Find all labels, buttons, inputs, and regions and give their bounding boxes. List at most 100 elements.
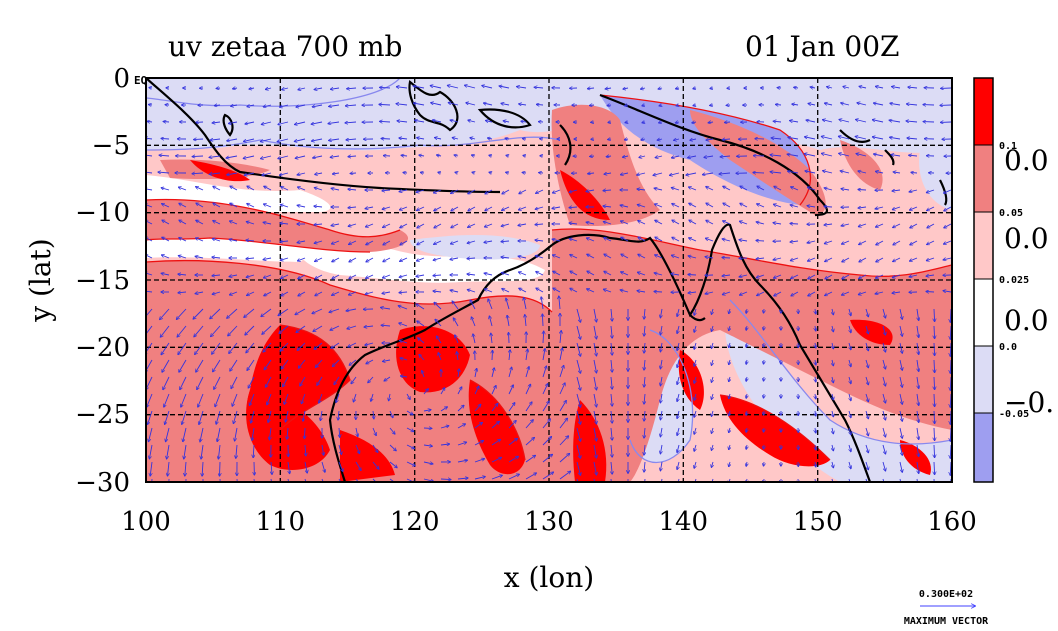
wind-vector — [271, 461, 272, 474]
wind-vector — [907, 138, 918, 139]
wind-vector — [623, 156, 629, 157]
wind-vector — [415, 120, 425, 122]
wind-vector — [637, 291, 646, 292]
wind-vector — [468, 206, 476, 211]
wind-vector — [839, 120, 850, 123]
wind-vector — [502, 206, 510, 210]
wind-vector — [236, 444, 237, 458]
wind-vector — [542, 419, 550, 429]
wind-vector — [677, 427, 679, 435]
wind-vector — [430, 86, 442, 89]
wind-vector — [842, 257, 850, 262]
wind-vector — [674, 139, 680, 140]
wind-vector — [832, 427, 833, 434]
wind-vector — [722, 239, 731, 242]
wind-vector — [245, 325, 255, 335]
wind-vector — [729, 393, 730, 399]
wind-vector — [474, 477, 485, 480]
wind-vector — [642, 122, 645, 123]
wind-vector — [720, 156, 731, 157]
wind-vector — [950, 325, 951, 339]
wind-vector — [314, 188, 323, 191]
wind-vector — [161, 138, 170, 139]
wind-vector — [440, 388, 445, 395]
wind-vector — [729, 308, 730, 314]
wind-vector — [315, 274, 323, 279]
wind-vector — [917, 359, 919, 371]
colorbar-small-label: -0.05 — [999, 409, 1029, 420]
wind-vector — [672, 156, 680, 158]
wind-vector — [672, 204, 680, 208]
wind-vector — [398, 306, 408, 310]
wind-vector — [893, 257, 901, 262]
wind-vector — [559, 296, 560, 310]
wind-vector — [319, 393, 323, 403]
wind-vector — [399, 138, 408, 139]
wind-vector — [950, 461, 951, 475]
wind-vector — [315, 173, 323, 174]
wind-vector — [693, 88, 696, 89]
wind-vector — [849, 461, 851, 469]
wind-vector — [501, 223, 510, 226]
wind-vector — [593, 325, 597, 339]
wind-vector — [764, 359, 765, 364]
wind-vector — [468, 223, 476, 227]
wind-vector — [773, 258, 782, 260]
wind-vector — [296, 104, 306, 107]
wind-vector — [542, 454, 552, 463]
wind-vector — [603, 206, 612, 207]
wind-vector — [588, 173, 595, 174]
wind-vector — [248, 376, 255, 388]
wind-vector — [380, 87, 391, 88]
wind-vector — [576, 359, 581, 373]
wind-vector — [644, 376, 645, 387]
wind-vector — [355, 478, 359, 482]
wind-vector — [403, 173, 408, 174]
wind-vector — [457, 424, 465, 429]
wind-vector — [508, 439, 517, 446]
wind-vector — [262, 172, 272, 175]
wind-vector — [468, 120, 476, 122]
wind-vector — [298, 291, 306, 296]
wind-vector — [314, 342, 323, 349]
wind-vector — [686, 172, 697, 175]
wind-vector — [406, 461, 415, 466]
wind-vector — [212, 342, 221, 354]
wind-vector — [671, 188, 680, 191]
wind-vector — [503, 121, 510, 122]
wind-vector — [660, 427, 662, 437]
wind-vector — [311, 121, 323, 124]
wind-vector — [849, 444, 851, 452]
wind-vector — [723, 221, 731, 225]
wind-vector — [417, 321, 425, 327]
wind-vector — [338, 461, 343, 471]
wind-vector — [644, 444, 645, 455]
wind-vector — [519, 104, 527, 105]
wind-vector — [644, 342, 645, 353]
wind-vector — [746, 410, 747, 415]
wind-vector — [677, 393, 679, 401]
wind-vector — [703, 173, 714, 175]
wind-vector — [400, 358, 408, 360]
wind-vector — [672, 255, 680, 259]
wind-vector — [660, 308, 662, 318]
wind-vector — [345, 105, 357, 106]
wind-vector — [484, 273, 493, 275]
wind-vector — [688, 292, 697, 293]
wind-vector — [230, 203, 238, 208]
wind-vector — [333, 173, 340, 174]
wind-vector — [694, 461, 696, 468]
wind-vector — [740, 203, 748, 208]
wind-vector — [705, 292, 714, 294]
wind-vector — [570, 288, 578, 293]
wind-vector — [418, 338, 425, 344]
colorbar-large-label: −0. — [1004, 386, 1054, 419]
wind-vector — [593, 393, 597, 407]
wind-vector — [312, 105, 323, 107]
wind-vector — [401, 376, 408, 377]
wind-vector — [438, 172, 441, 173]
wind-vector — [756, 258, 765, 259]
wind-vector — [746, 461, 747, 466]
wind-vector — [372, 444, 378, 452]
wind-vector — [423, 410, 431, 411]
